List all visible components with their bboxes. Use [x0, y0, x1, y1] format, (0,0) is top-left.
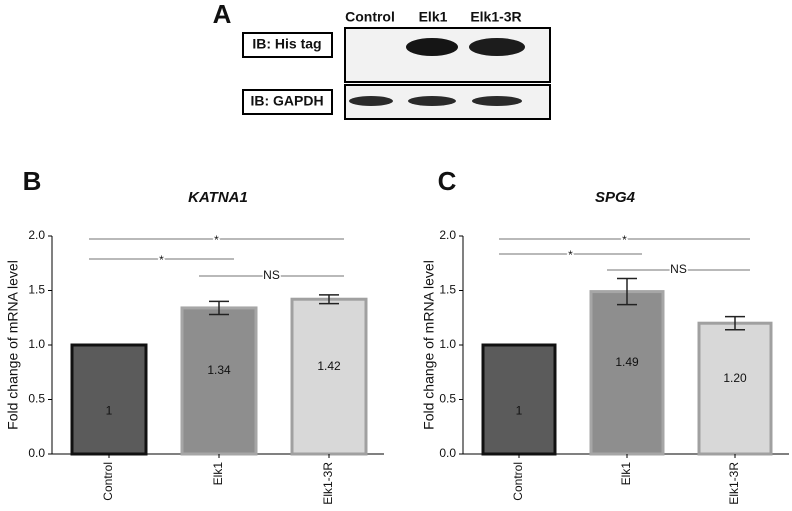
bar — [481, 343, 557, 456]
blot-row-label: IB: GAPDH — [250, 93, 323, 109]
bar — [697, 321, 773, 456]
blot-label-box — [242, 32, 333, 58]
blot — [344, 27, 551, 83]
significance-label: * — [159, 253, 164, 267]
y-tick-label: 1.5 — [439, 283, 456, 297]
blot-column: Control — [345, 9, 395, 25]
blot-column: Elk1-3R — [470, 9, 521, 25]
x-tick-label: Elk1 — [211, 462, 225, 486]
band — [408, 96, 456, 106]
y-tick-label: 1.0 — [28, 337, 45, 351]
x-tick-label: Control — [511, 462, 525, 501]
value-label: 1.34 — [207, 363, 231, 377]
bar — [180, 306, 258, 456]
value-label: 1.20 — [723, 371, 747, 385]
band — [472, 96, 522, 106]
y-axis-label: Fold change of mRNA level — [421, 260, 437, 430]
x-tick-label: Control — [101, 462, 115, 501]
y-tick-label: 1.0 — [439, 337, 456, 351]
y-tick-label: 2.0 — [439, 228, 456, 242]
y-tick-label: 0.5 — [439, 392, 456, 406]
y-tick-label: 1.5 — [28, 283, 45, 297]
bar — [589, 290, 665, 456]
value-label: 1.42 — [317, 359, 341, 373]
significance-label: NS — [263, 268, 280, 282]
chart-title: KATNA1 — [188, 189, 248, 206]
blot-row-label: IB: His tag — [252, 36, 321, 52]
y-axis-label: Fold change of mRNA level — [5, 260, 21, 430]
blot-column: Elk1 — [419, 9, 448, 25]
blot-label-box — [242, 89, 333, 115]
y-tick-label: 0.0 — [28, 446, 45, 460]
significance-label: * — [568, 248, 573, 262]
value-label: 1.49 — [615, 355, 639, 369]
band — [469, 38, 525, 56]
x-tick-label: Elk1-3R — [727, 462, 741, 505]
chart-title: SPG4 — [595, 189, 636, 206]
y-tick-label: 2.0 — [28, 228, 45, 242]
significance-label: NS — [670, 262, 687, 276]
bar — [290, 297, 368, 456]
significance-label: * — [214, 233, 219, 247]
band — [349, 96, 393, 106]
band — [406, 38, 458, 56]
x-tick-label: Elk1-3R — [321, 462, 335, 505]
y-tick-label: 0.5 — [28, 392, 45, 406]
panel-label: A — [213, 0, 232, 29]
bar — [70, 343, 148, 456]
significance-label: * — [622, 233, 627, 247]
value-label: 1 — [106, 404, 113, 418]
panel-label: B — [23, 166, 42, 196]
x-tick-label: Elk1 — [619, 462, 633, 486]
value-label: 1 — [516, 404, 523, 418]
y-tick-label: 0.0 — [439, 446, 456, 460]
panel-label: C — [438, 166, 457, 196]
